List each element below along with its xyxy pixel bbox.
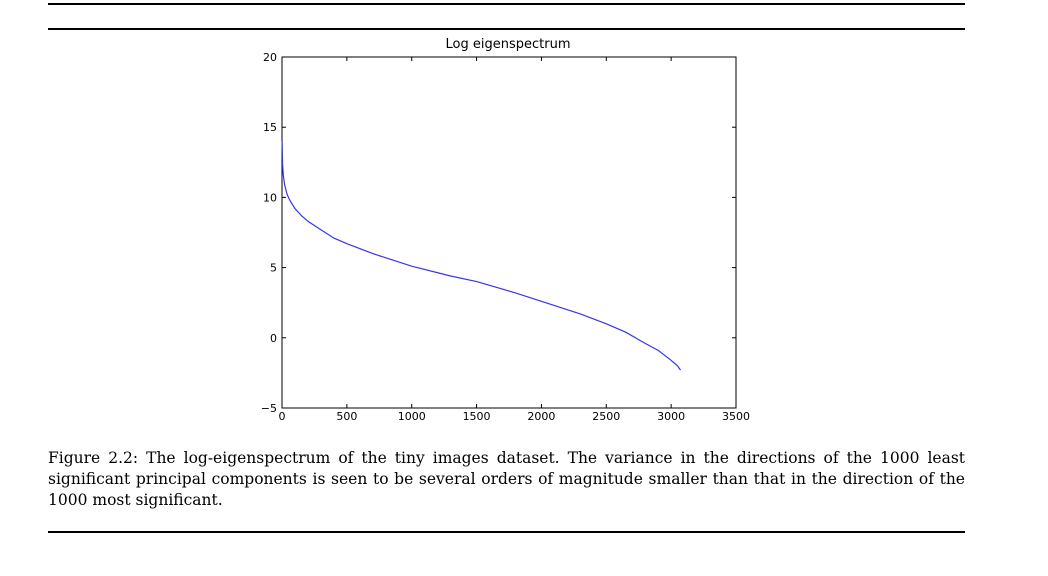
y-tick-label: −5: [261, 402, 277, 415]
y-tick-label: 20: [263, 51, 277, 64]
x-tick-label: 2000: [527, 410, 555, 423]
series-lines: [281, 141, 681, 371]
top-rule: [48, 3, 965, 5]
x-tick-label: 3000: [657, 410, 685, 423]
x-tick-label: 3500: [722, 410, 750, 423]
plot-frame: [281, 56, 737, 409]
y-tick-label: 0: [270, 332, 277, 345]
x-tick-label: 1500: [463, 410, 491, 423]
caption-label: Figure 2.2:: [48, 449, 139, 467]
y-tick-label: 10: [263, 191, 277, 204]
y-tick-label: 15: [263, 121, 277, 134]
x-tick-label: 500: [336, 410, 357, 423]
chart-title: Log eigenspectrum: [446, 37, 571, 52]
figure-caption: Figure 2.2: The log-eigenspectrum of the…: [48, 448, 965, 511]
header-rule: [48, 28, 965, 30]
eigenspectrum-chart: Log eigenspectrum 0 500 1000 1500 2000 2500 30…: [261, 37, 750, 423]
series-line: [281, 141, 681, 371]
y-tick-label: 5: [270, 262, 277, 275]
caption-text: The log-eigenspectrum of the tiny images…: [48, 449, 966, 509]
bottom-rule: [48, 531, 965, 533]
x-tick-label: 1000: [398, 410, 426, 423]
x-tick-label: 0: [279, 410, 286, 423]
x-tick-label: 2500: [592, 410, 620, 423]
